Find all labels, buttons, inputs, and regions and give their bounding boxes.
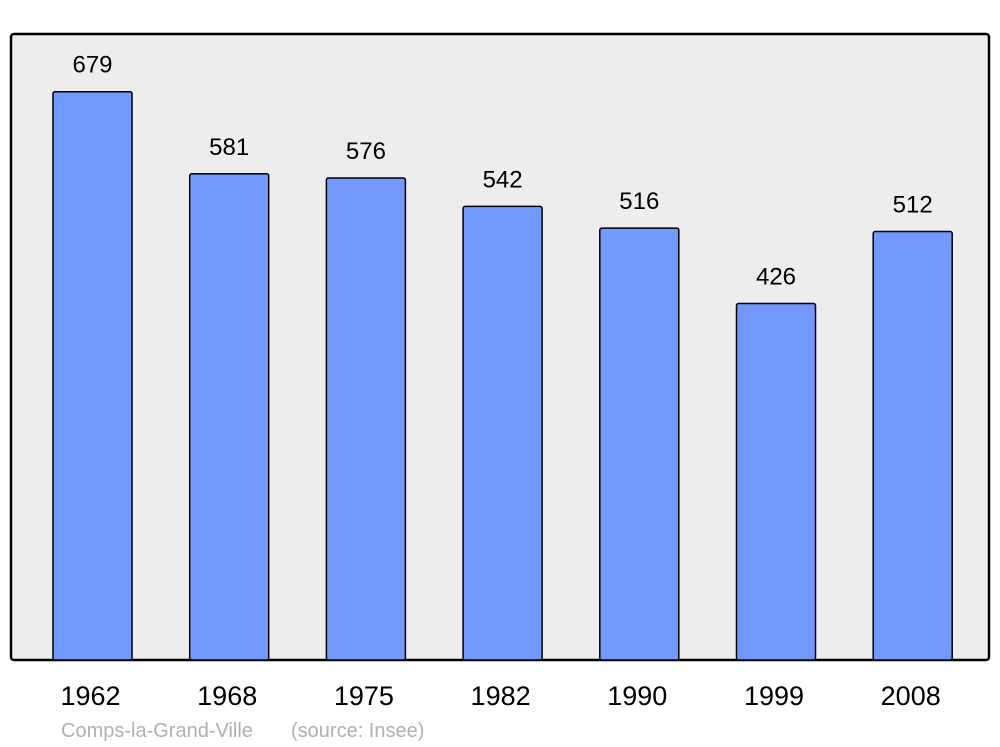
category-label-1962: 1962	[60, 681, 120, 711]
category-label-1999: 1999	[744, 681, 804, 711]
bar-1982	[462, 205, 543, 661]
category-label-1975: 1975	[334, 681, 394, 711]
footer-source: (source: Insee)	[291, 720, 424, 742]
category-label-1982: 1982	[471, 681, 531, 711]
value-label-1962: 679	[72, 52, 112, 79]
value-label-1999: 426	[756, 263, 796, 290]
value-label-1968: 581	[209, 134, 249, 161]
value-label-1975: 576	[346, 138, 386, 165]
footer-place: Comps-la-Grand-Ville	[61, 720, 253, 742]
value-label-1982: 542	[483, 166, 523, 193]
bar-1968	[188, 173, 270, 661]
value-label-2008: 512	[893, 192, 933, 219]
bar-2008	[872, 230, 953, 661]
value-label-1990: 516	[619, 188, 659, 215]
bar-1962	[52, 90, 133, 661]
category-label-2008: 2008	[881, 681, 941, 711]
bar-1990	[599, 227, 680, 661]
category-label-1968: 1968	[197, 681, 257, 711]
bar-1975	[325, 177, 407, 661]
bar-1999	[735, 302, 817, 661]
category-label-1990: 1990	[607, 681, 667, 711]
